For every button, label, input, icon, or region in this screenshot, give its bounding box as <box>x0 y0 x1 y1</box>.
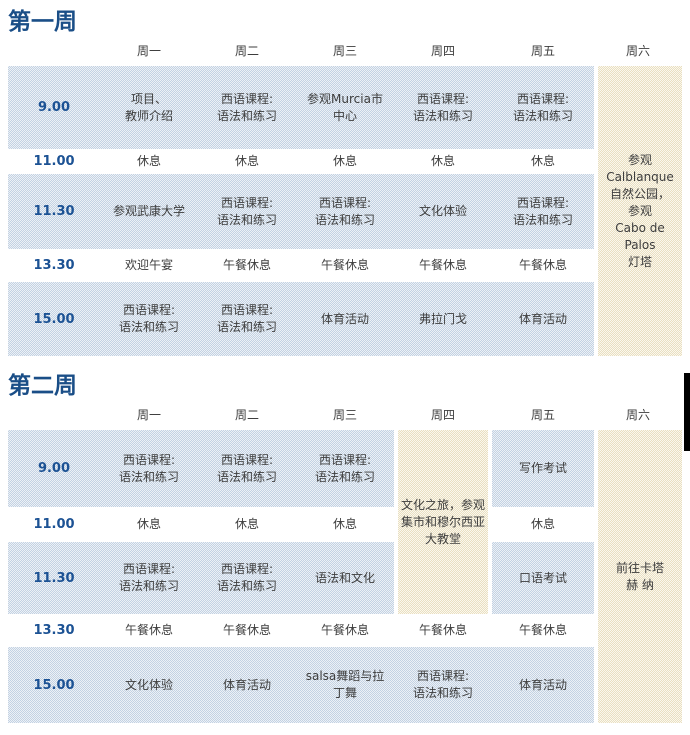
corner-cell <box>8 36 100 66</box>
schedule-cell: 休息 <box>430 154 455 168</box>
time-label: 11.30 <box>8 174 100 249</box>
time-label: 13.30 <box>33 623 75 638</box>
schedule-cell: 参观武康大学 <box>100 174 198 249</box>
day-header-2: 周二 <box>234 407 259 422</box>
schedule-cell: 西语课程: 语法和练习 <box>198 542 296 614</box>
day-header-1: 周一 <box>136 407 161 422</box>
scrollbar-thumb[interactable] <box>684 373 690 451</box>
schedule-cell: 写作考试 <box>492 430 594 507</box>
week-2-schedule-table: 周一 周二 周三 周四 周五 周六 9.00 西语课程: 语法和练习 西语课程: 语法和练习 西语… <box>8 400 682 723</box>
schedule-cell: 西语课程: 语法和练习 <box>394 66 492 149</box>
merged-schedule-cell: 参观 Calblanque 自然公园， 参观 Cabo de Palos 灯塔 <box>594 66 682 356</box>
day-header-1: 周一 <box>136 43 161 58</box>
time-label: 13.30 <box>33 258 75 273</box>
schedule-cell: 体育活动 <box>492 647 594 723</box>
schedule-cell: 午餐休息 <box>418 258 467 272</box>
day-header-4: 周四 <box>430 407 455 422</box>
time-label: 11.00 <box>33 517 75 532</box>
schedule-cell: 西语课程: 语法和练习 <box>394 647 492 723</box>
week-1-section: 第一周 周一 周二 周三 周四 周五 周六 9.00 项目、 教师介绍 西语课程: 语法和练习参… <box>8 8 682 356</box>
schedule-cell: 西语课程: 语法和练习 <box>198 174 296 249</box>
time-label: 15.00 <box>8 282 100 356</box>
time-label: 9.00 <box>8 66 100 149</box>
schedule-cell: salsa舞蹈与拉 丁舞 <box>296 647 394 723</box>
week-2-section: 第二周 周一 周二 周三 周四 周五 周六 9.00 西语课程: 语法和练习 西语课程: 语法和… <box>8 372 682 723</box>
merged-schedule-cell: 文化之旅，参观 集市和穆尔西亚 大教堂 <box>394 430 492 614</box>
schedule-cell: 欢迎午宴 <box>124 258 173 272</box>
schedule-cell: 午餐休息 <box>320 623 369 637</box>
time-label: 15.00 <box>8 647 100 723</box>
schedule-cell: 午餐休息 <box>222 258 271 272</box>
day-header-3: 周三 <box>332 43 357 58</box>
schedule-cell: 西语课程: 语法和练习 <box>492 66 594 149</box>
day-header-5: 周五 <box>530 407 555 422</box>
schedule-cell: 休息 <box>332 154 357 168</box>
time-label: 11.30 <box>8 542 100 614</box>
schedule-cell: 休息 <box>136 154 161 168</box>
schedule-cell: 西语课程: 语法和练习 <box>100 282 198 356</box>
schedule-cell: 弗拉门戈 <box>394 282 492 356</box>
schedule-cell: 体育活动 <box>296 282 394 356</box>
schedule-cell: 项目、 教师介绍 <box>100 66 198 149</box>
schedule-cell: 文化体验 <box>394 174 492 249</box>
schedule-cell: 口语考试 <box>492 542 594 614</box>
week-1-title: 第一周 <box>8 9 77 35</box>
schedule-cell: 休息 <box>332 517 357 531</box>
week-2-title: 第二周 <box>8 373 77 399</box>
day-header-6: 周六 <box>625 407 650 422</box>
corner-cell <box>8 400 100 430</box>
schedule-cell: 午餐休息 <box>518 623 567 637</box>
schedule-cell: 休息 <box>530 517 555 531</box>
schedule-cell: 休息 <box>234 154 259 168</box>
schedule-cell: 西语课程: 语法和练习 <box>296 174 394 249</box>
schedule-cell: 西语课程: 语法和练习 <box>198 282 296 356</box>
schedule-cell: 休息 <box>136 517 161 531</box>
schedule-cell: 午餐休息 <box>124 623 173 637</box>
schedule-cell: 西语课程: 语法和练习 <box>198 66 296 149</box>
day-header-2: 周二 <box>234 43 259 58</box>
merged-schedule-cell: 前往卡塔 赫 纳 <box>594 430 682 723</box>
schedule-cell: 午餐休息 <box>418 623 467 637</box>
schedule-cell: 西语课程: 语法和练习 <box>492 174 594 249</box>
schedule-cell: 西语课程: 语法和练习 <box>100 542 198 614</box>
schedule-cell: 语法和文化 <box>296 542 394 614</box>
schedule-cell: 午餐休息 <box>222 623 271 637</box>
schedule-cell: 参观Murcia市 中心 <box>296 66 394 149</box>
schedule-cell: 体育活动 <box>492 282 594 356</box>
week-1-schedule-table: 周一 周二 周三 周四 周五 周六 9.00 项目、 教师介绍 西语课程: 语法和练习 参观Mur… <box>8 36 682 356</box>
day-header-3: 周三 <box>332 407 357 422</box>
day-header-6: 周六 <box>625 43 650 58</box>
time-label: 9.00 <box>8 430 100 507</box>
schedule-cell: 午餐休息 <box>320 258 369 272</box>
schedule-cell: 午餐休息 <box>518 258 567 272</box>
day-header-4: 周四 <box>430 43 455 58</box>
time-label: 11.00 <box>33 154 75 169</box>
schedule-cell: 西语课程: 语法和练习 <box>100 430 198 507</box>
schedule-cell: 西语课程: 语法和练习 <box>198 430 296 507</box>
schedule-cell: 休息 <box>530 154 555 168</box>
day-header-5: 周五 <box>530 43 555 58</box>
schedule-cell: 休息 <box>234 517 259 531</box>
schedule-cell: 文化体验 <box>100 647 198 723</box>
schedule-cell: 西语课程: 语法和练习 <box>296 430 394 507</box>
schedule-cell: 体育活动 <box>198 647 296 723</box>
